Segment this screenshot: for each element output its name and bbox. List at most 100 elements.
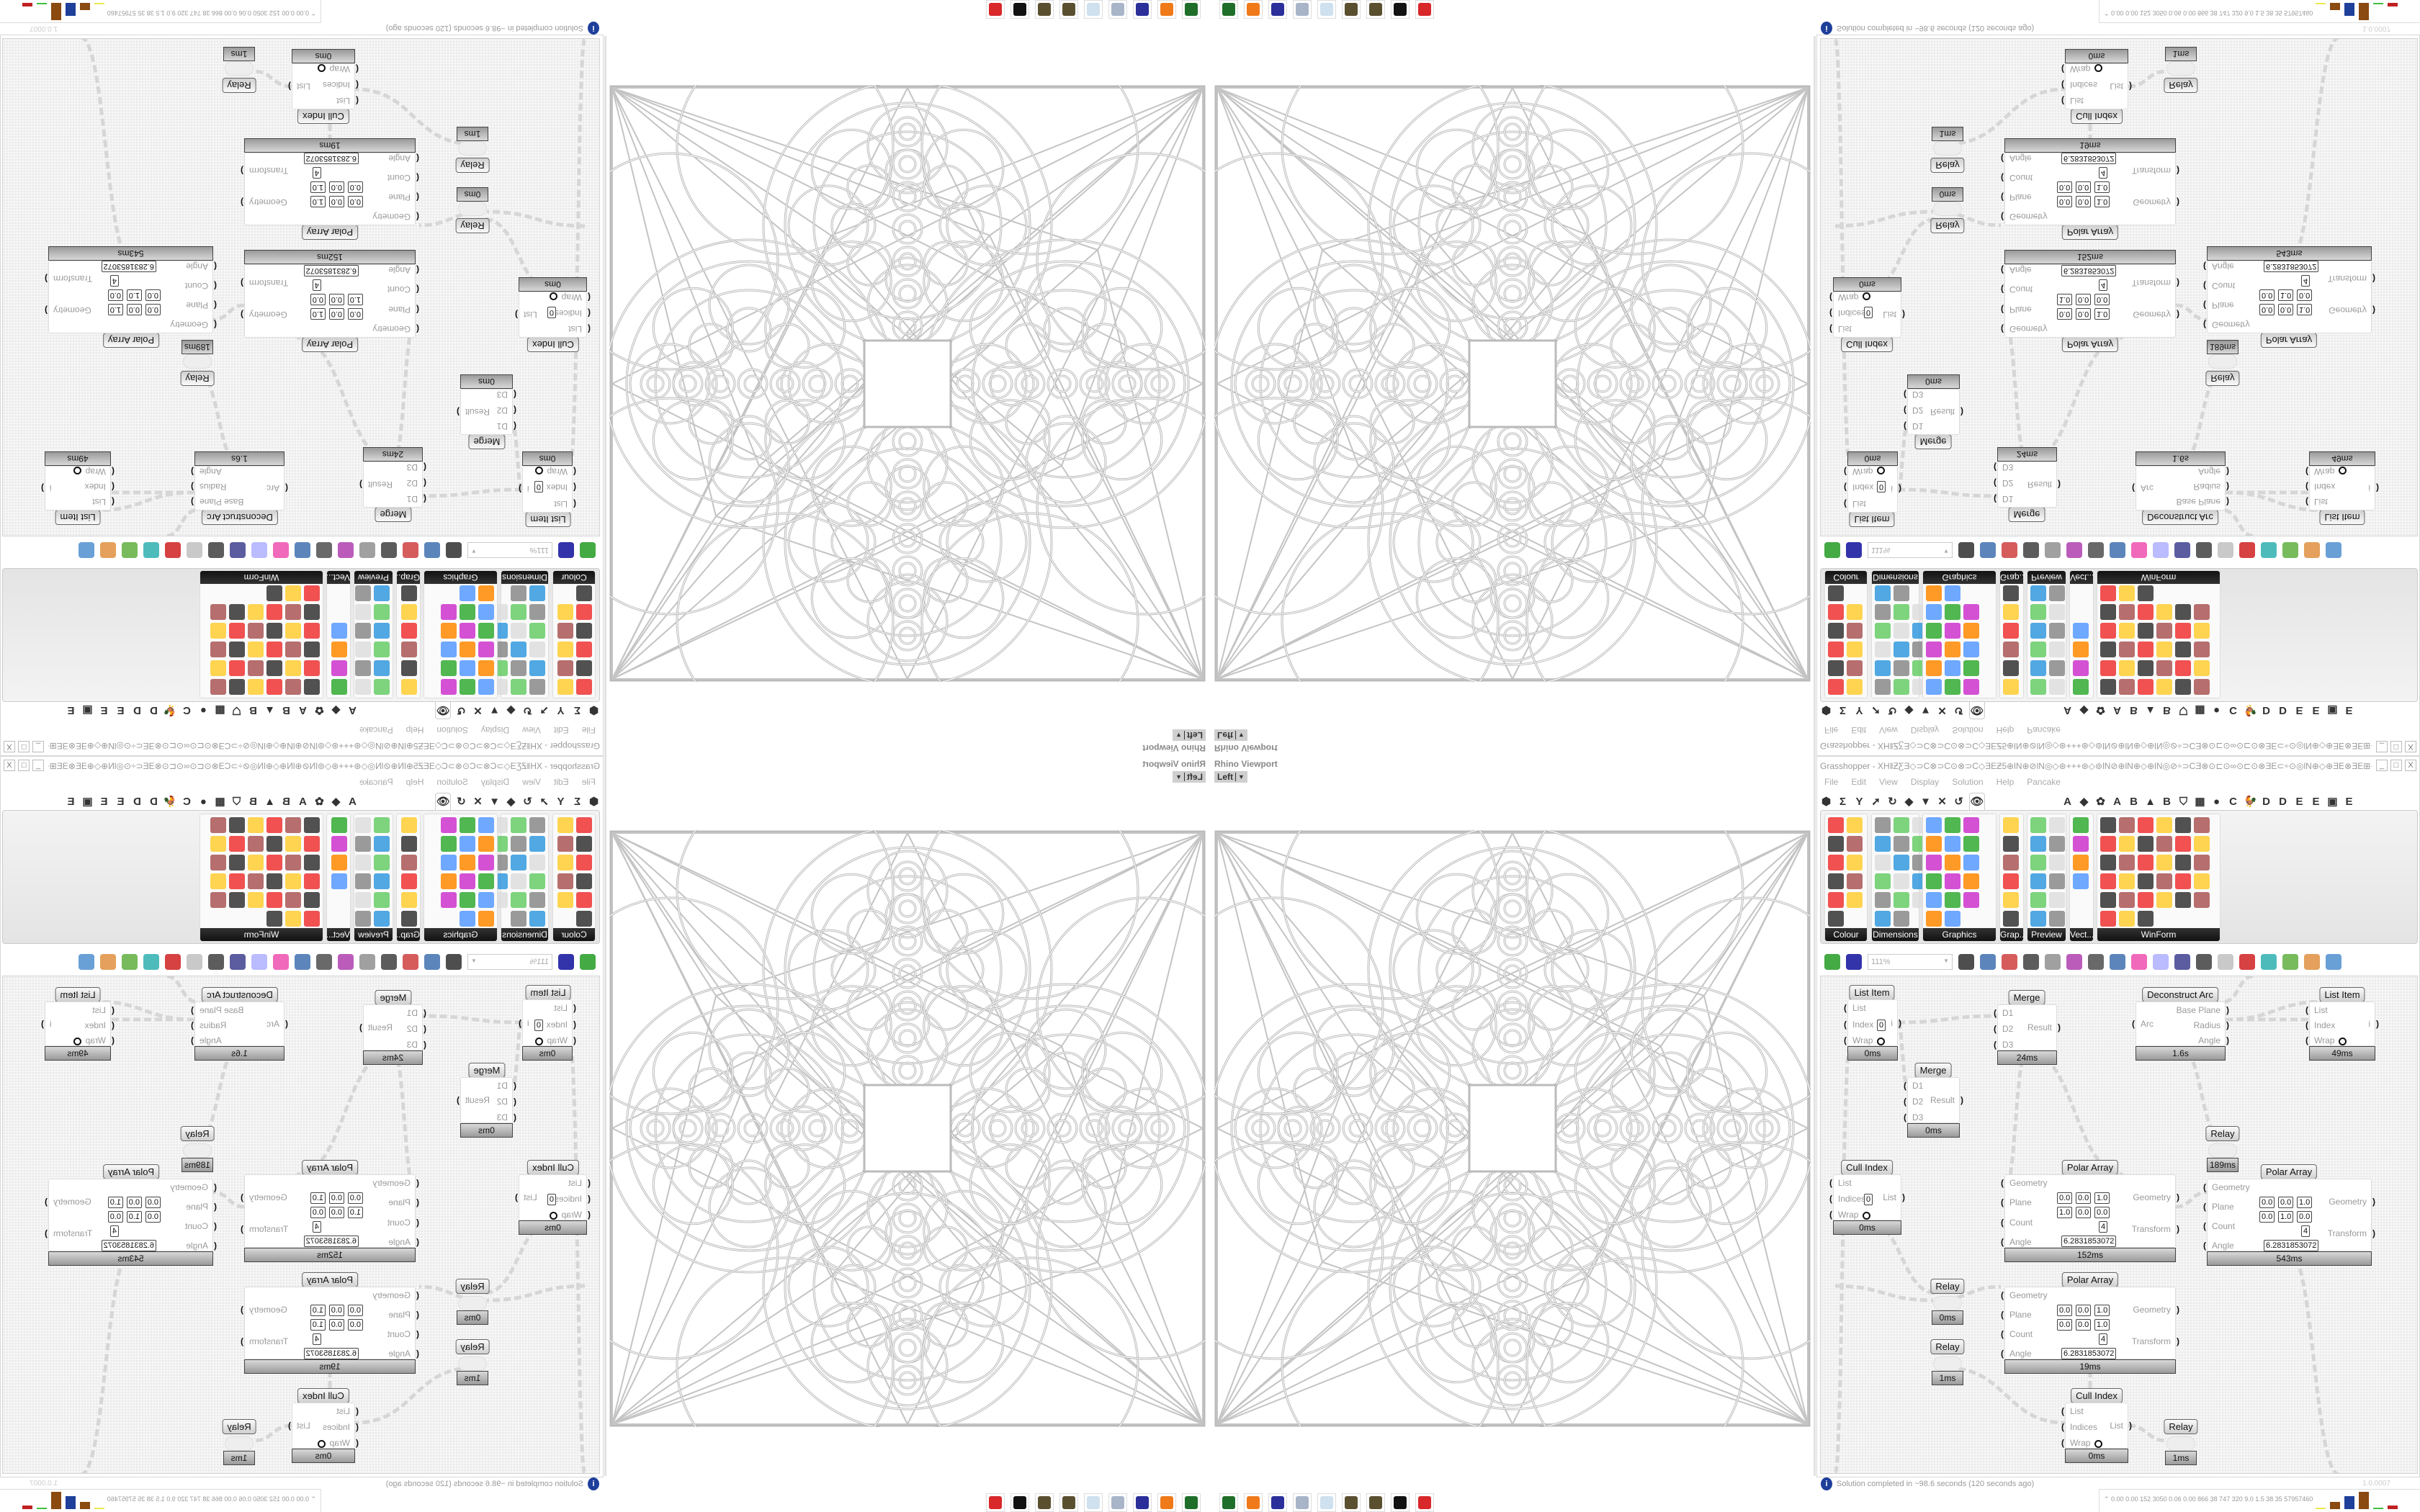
cull-index-component-title[interactable]: Cull Index: [1841, 1160, 1893, 1175]
input-list[interactable]: List: [554, 499, 568, 509]
component-icon[interactable]: [1847, 855, 1863, 870]
relay-component-title[interactable]: Relay: [455, 218, 490, 233]
relay-body[interactable]: [2208, 1143, 2237, 1158]
cull-index-component-title[interactable]: Cull Index: [297, 109, 349, 124]
plane-value[interactable]: 0.0: [2076, 1305, 2092, 1316]
plane-value[interactable]: 1.0: [2278, 1211, 2294, 1223]
input-d3[interactable]: D3: [497, 390, 508, 400]
merge-component-title[interactable]: Merge: [468, 1063, 506, 1078]
bulb-icon[interactable]: [2153, 954, 2169, 970]
component-icon[interactable]: [401, 873, 417, 889]
component-icon[interactable]: [248, 642, 264, 657]
component-icon[interactable]: [401, 585, 417, 601]
menu-display[interactable]: Display: [1910, 725, 1940, 735]
inkscape-icon[interactable]: [1391, 0, 1410, 19]
component-tab[interactable]: Y: [1855, 795, 1863, 808]
input-count[interactable]: Count: [185, 1221, 208, 1231]
component-icon[interactable]: [1963, 623, 1979, 639]
component-icon[interactable]: [2003, 604, 2019, 620]
component-tab[interactable]: ↻: [1888, 796, 1897, 808]
menu-display[interactable]: Display: [480, 725, 510, 735]
input-count[interactable]: Count: [387, 1218, 411, 1228]
cap-icon[interactable]: [208, 542, 224, 558]
wires-icon[interactable]: [230, 954, 246, 970]
component-icon[interactable]: [248, 604, 264, 620]
component-icon[interactable]: [229, 873, 245, 889]
input-d2[interactable]: D2: [497, 405, 508, 415]
component-icon[interactable]: [2119, 642, 2135, 657]
component-icon[interactable]: [2175, 817, 2191, 833]
component-icon[interactable]: [374, 604, 390, 620]
component-icon[interactable]: [529, 679, 545, 695]
polar-array-component[interactable]: Geometry Plane Count Angle Geometry Transform…: [2207, 261, 2372, 333]
red-app-icon[interactable]: [1415, 0, 1434, 19]
output-angle[interactable]: Angle: [200, 1035, 222, 1045]
plane-value[interactable]: 0.0: [2259, 289, 2275, 301]
component-tab[interactable]: 👁: [435, 702, 451, 719]
input-indices[interactable]: Indices: [1829, 1194, 1865, 1204]
menu-view[interactable]: View: [522, 777, 541, 787]
ball-icon[interactable]: [2304, 954, 2320, 970]
component-icon[interactable]: [355, 604, 371, 620]
ribbon-group-label[interactable]: WinForm: [200, 928, 323, 941]
menu-pancake[interactable]: Pancake: [2027, 777, 2061, 787]
output-geometry[interactable]: Geometry: [249, 1305, 287, 1315]
output-i[interactable]: i: [527, 1018, 529, 1028]
component-icon[interactable]: [2156, 855, 2172, 870]
component-icon[interactable]: [2156, 817, 2172, 833]
output-i[interactable]: i: [50, 483, 52, 493]
output-result[interactable]: Result: [1930, 407, 1955, 417]
component-icon[interactable]: [460, 911, 475, 927]
close-button[interactable]: X: [4, 760, 15, 771]
output-transform[interactable]: Transform: [53, 1228, 92, 1238]
component-tab[interactable]: Σ: [1839, 795, 1846, 808]
ribbon-group-label[interactable]: Vect...: [2070, 571, 2093, 584]
grasshopper-canvas[interactable]: List Item List Index 0 Wrap i 0ms Merge D1 D2 D3 Re…: [2, 38, 600, 536]
component-icon[interactable]: [401, 911, 417, 927]
output-angle[interactable]: Angle: [200, 467, 222, 477]
component-icon[interactable]: [266, 642, 282, 657]
floppy-64-icon[interactable]: [1268, 0, 1287, 19]
email-icon[interactable]: [359, 954, 375, 970]
component-tab[interactable]: D: [2262, 704, 2270, 717]
close-button[interactable]: X: [2405, 760, 2416, 771]
component-icon[interactable]: [285, 604, 301, 620]
plane-value[interactable]: 0.0: [2297, 1211, 2313, 1223]
component-icon[interactable]: [266, 836, 282, 852]
component-tab[interactable]: A: [2063, 795, 2071, 808]
list-item-component[interactable]: List Index 0 Wrap i: [522, 999, 573, 1046]
list-item-component-title[interactable]: List Item: [1849, 985, 1895, 1000]
component-icon[interactable]: [2156, 660, 2172, 676]
relay-component-title[interactable]: Relay: [455, 1339, 490, 1354]
component-icon[interactable]: [229, 855, 245, 870]
input-angle[interactable]: Angle: [2009, 265, 2032, 275]
component-icon[interactable]: [460, 817, 475, 833]
component-icon[interactable]: [511, 660, 526, 676]
plane-value[interactable]: 0.0: [2094, 294, 2110, 305]
component-tab[interactable]: 👁: [1969, 702, 1985, 719]
plane-value[interactable]: 0.0: [347, 308, 363, 320]
plane-value[interactable]: 0.0: [2057, 308, 2073, 320]
component-icon[interactable]: [511, 855, 526, 870]
output-transform[interactable]: Transform: [249, 1336, 288, 1346]
plane-value[interactable]: 0.0: [2076, 294, 2092, 305]
component-icon[interactable]: [1894, 873, 1909, 889]
component-icon[interactable]: [304, 836, 320, 852]
relay-body[interactable]: [2208, 354, 2237, 369]
count-value[interactable]: 4: [2099, 167, 2108, 179]
gear-icon[interactable]: [1342, 0, 1361, 19]
output-transform[interactable]: Transform: [2132, 1224, 2180, 1234]
output-radius[interactable]: Radius: [200, 482, 226, 492]
input-d1[interactable]: D1: [407, 494, 418, 504]
component-tab[interactable]: ⛉: [232, 795, 241, 808]
component-icon[interactable]: [2003, 855, 2019, 870]
relay-component-title[interactable]: Relay: [180, 371, 215, 386]
component-tab[interactable]: E: [2345, 704, 2353, 717]
component-icon[interactable]: [1875, 604, 1891, 620]
ribbon-group-label[interactable]: WinForm: [200, 571, 323, 584]
input-plane[interactable]: Plane: [2009, 305, 2032, 315]
input-index[interactable]: Index: [1852, 483, 1873, 493]
component-icon[interactable]: [2138, 817, 2154, 833]
input-wrap[interactable]: Wrap: [2070, 64, 2090, 74]
component-icon[interactable]: [2138, 836, 2154, 852]
